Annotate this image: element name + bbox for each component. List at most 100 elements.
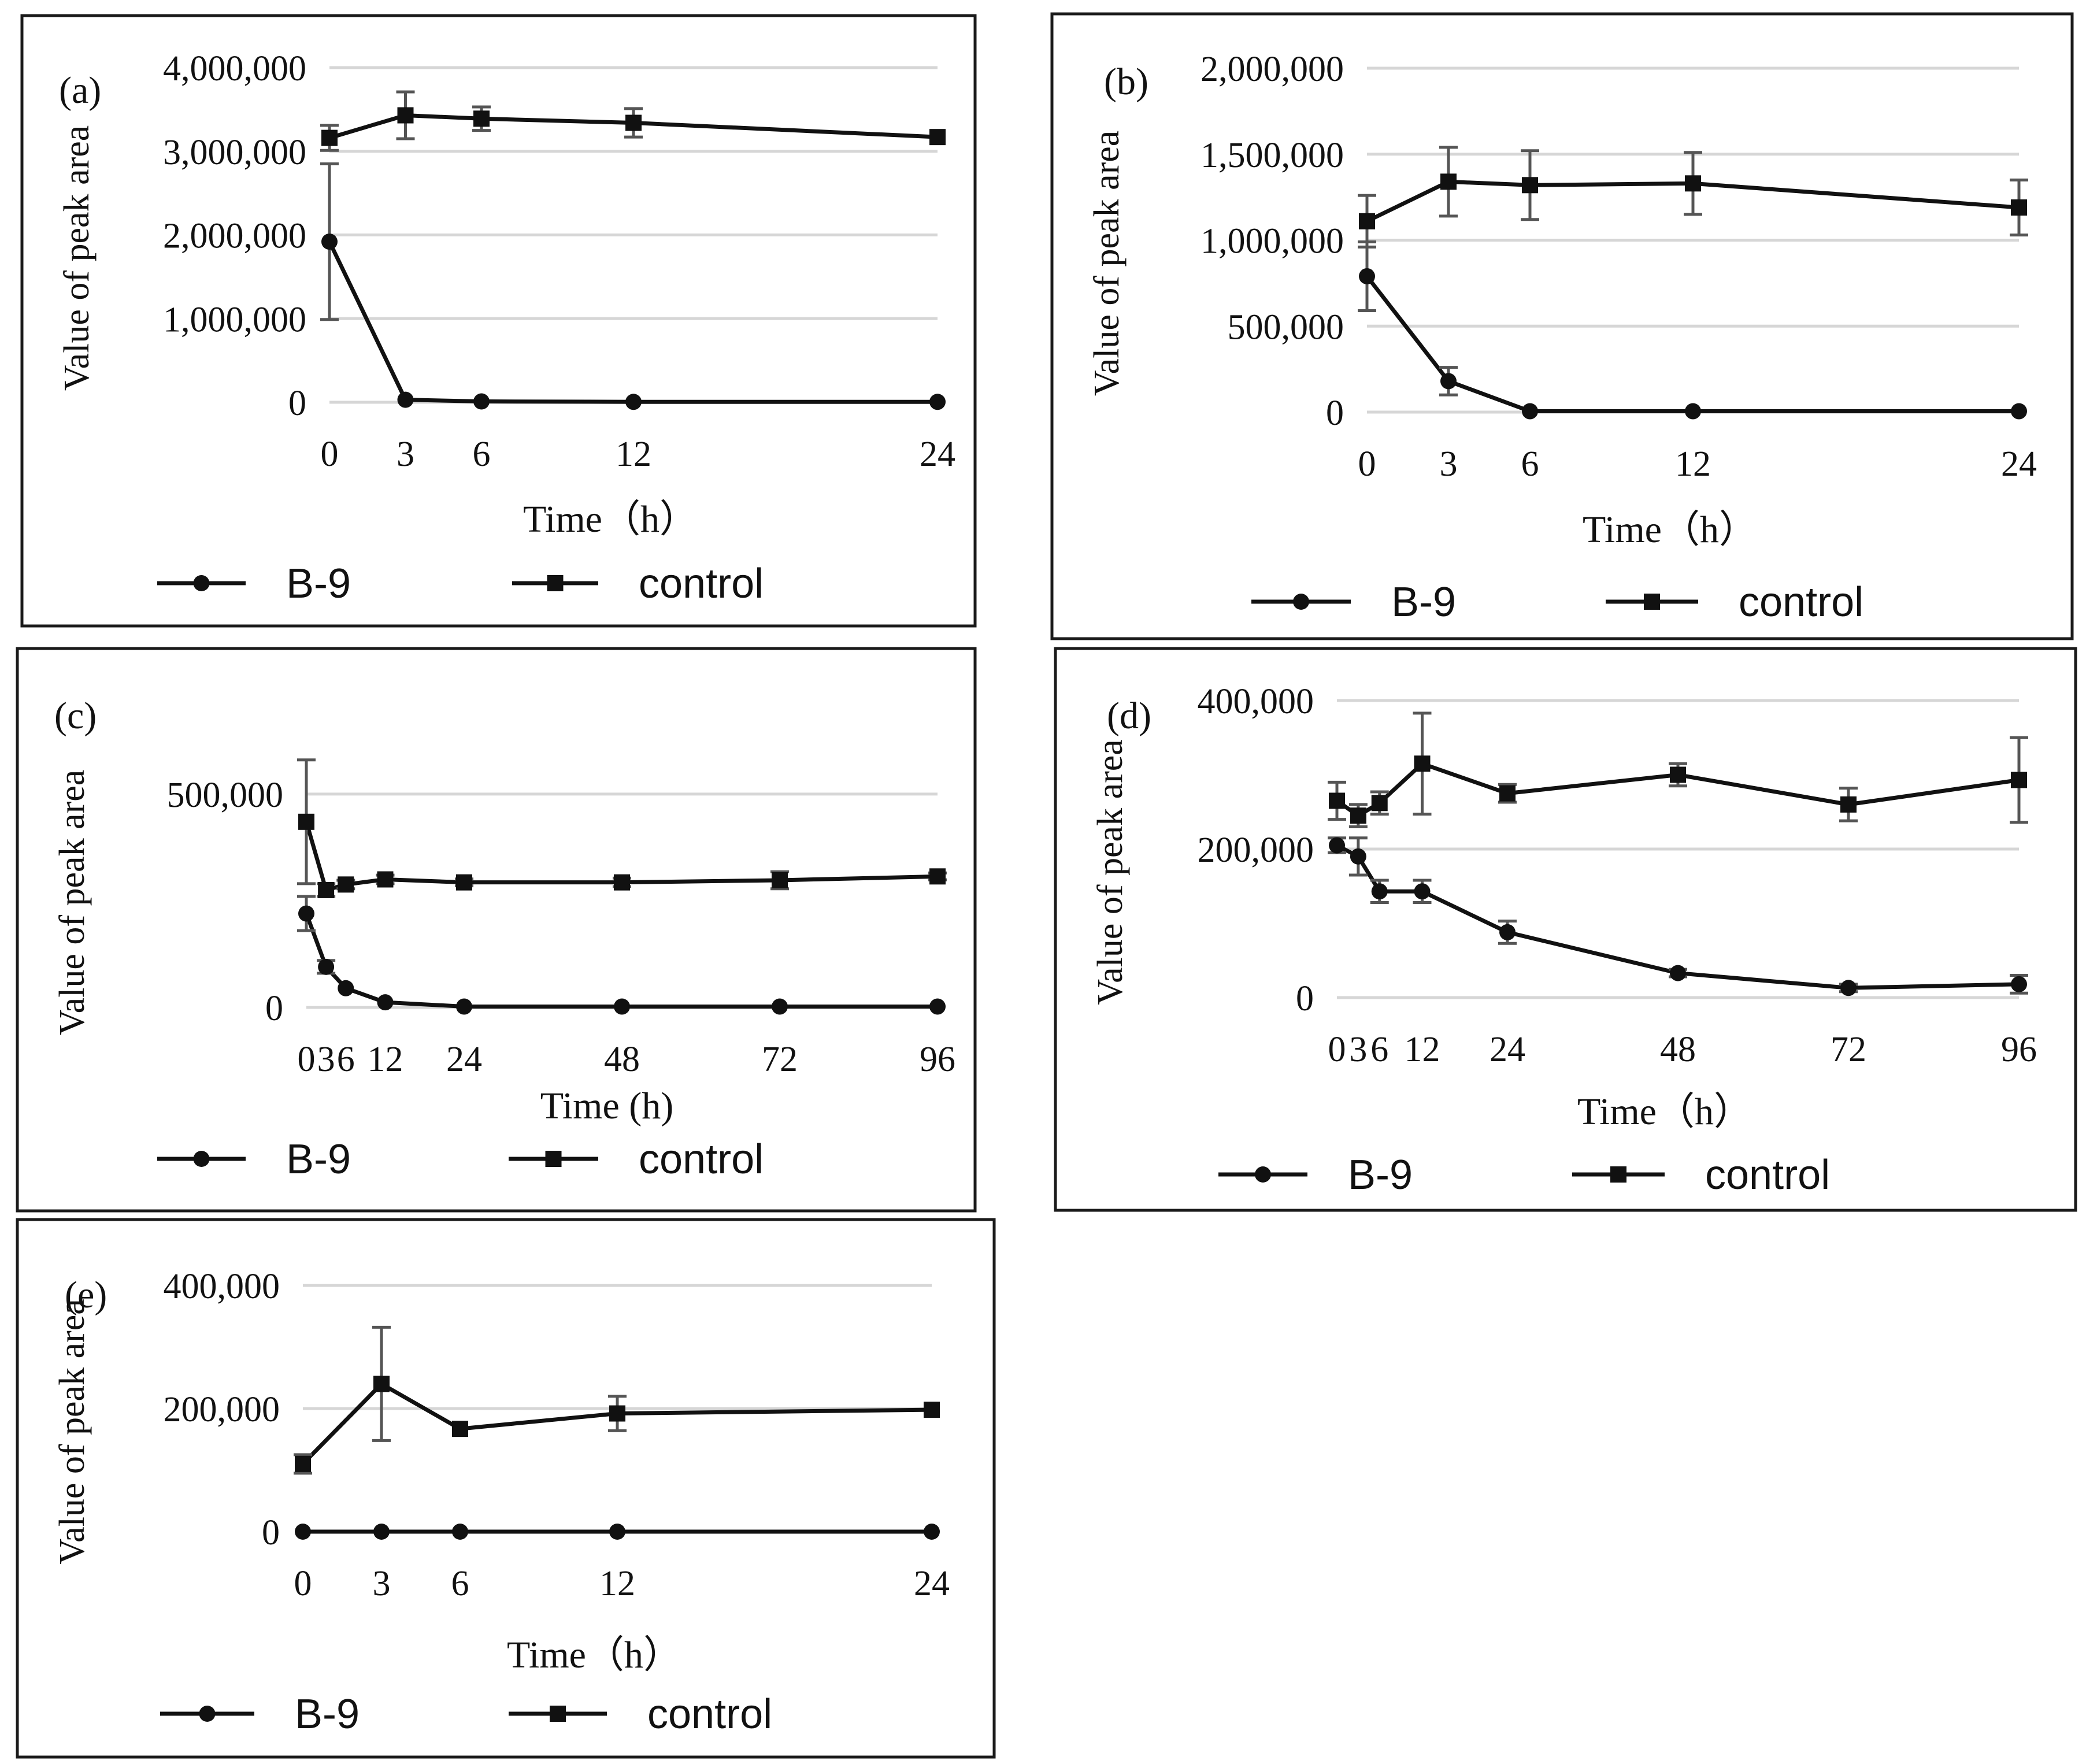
- y-axis-label: Value of peak area: [1087, 131, 1127, 396]
- x-tick-label: 24: [1490, 1030, 1525, 1069]
- y-tick-label: 2,000,000: [163, 217, 306, 256]
- legend-label: control: [1739, 579, 1863, 625]
- x-tick-label: 12: [1675, 444, 1711, 484]
- data-point-square: [614, 874, 630, 891]
- data-point-square: [473, 110, 490, 127]
- series-control: [294, 1325, 940, 1475]
- data-point-circle: [452, 1524, 468, 1540]
- chart-panel-b: 0 500,000 1,000,000 1,500,000 2,000,000 0 3 6 12…: [1050, 12, 2074, 640]
- data-point-square: [2011, 199, 2027, 216]
- y-tick-label: 0: [288, 384, 306, 423]
- y-tick-label: 400,000: [1198, 682, 1314, 721]
- x-tick-label: 3: [1349, 1030, 1367, 1069]
- data-point-square: [609, 1405, 625, 1422]
- legend-label: control: [639, 1136, 764, 1183]
- x-tick-label: 0: [1358, 444, 1376, 484]
- legend-marker-circle: [199, 1706, 216, 1722]
- legend-marker-circle: [1293, 594, 1309, 610]
- series-control: [1328, 711, 2028, 828]
- data-point-circle: [295, 1524, 311, 1540]
- data-point-square: [1414, 755, 1431, 772]
- data-point-circle: [1414, 883, 1431, 900]
- legend-item: control: [512, 561, 764, 607]
- y-tick-label: 2,000,000: [1201, 50, 1344, 89]
- legend-label: B-9: [1391, 579, 1456, 625]
- x-tick-label: 3: [397, 435, 414, 474]
- data-point-circle: [1359, 268, 1375, 284]
- chart-panel-c: 0 500,000 0 3 6 12 24 48 72 96 Value of peak area T…: [16, 647, 977, 1213]
- data-point-circle: [456, 998, 472, 1015]
- data-point-square: [924, 1402, 940, 1418]
- y-tick-label: 200,000: [164, 1390, 280, 1429]
- y-axis-label: Value of peak area: [53, 770, 92, 1036]
- x-tick-label: 48: [1660, 1030, 1696, 1069]
- legend-label: control: [647, 1691, 772, 1737]
- data-point-square: [1840, 796, 1857, 813]
- panel-label: (e): [65, 1274, 107, 1316]
- legend-marker-square: [1610, 1166, 1626, 1183]
- x-tick-label: 0: [321, 435, 339, 474]
- legend-marker-square: [545, 1151, 562, 1167]
- series-b-9: [320, 162, 946, 410]
- series-control: [297, 758, 947, 898]
- panel-frame: [16, 647, 977, 1213]
- legend-item: B-9: [157, 561, 351, 607]
- legend-marker-circle: [1255, 1166, 1271, 1183]
- legend-item: control: [509, 1136, 764, 1183]
- data-point-circle: [1499, 924, 1516, 940]
- legend-item: control: [509, 1691, 772, 1737]
- data-point-square: [397, 107, 414, 124]
- data-point-square: [456, 874, 472, 891]
- data-point-square: [452, 1421, 468, 1437]
- data-point-square: [1359, 213, 1375, 229]
- data-point-circle: [614, 998, 630, 1015]
- x-tick-label: 24: [2001, 444, 2037, 484]
- data-point-square: [929, 129, 946, 146]
- y-tick-label: 500,000: [1228, 307, 1344, 347]
- data-point-square: [1371, 795, 1388, 811]
- legend-label: control: [639, 561, 764, 607]
- data-point-square: [295, 1455, 311, 1472]
- x-axis-label: Time（h）: [1577, 1091, 1752, 1133]
- legend-marker-circle: [193, 575, 210, 591]
- legend-marker-circle: [193, 1151, 210, 1167]
- panel-frame: [20, 14, 977, 628]
- series-b-9: [295, 1524, 940, 1540]
- series-line: [304, 913, 938, 1009]
- chart-panel-d: 0 200,000 400,000 0 3 6 12 24 48 72 96 Value of pea…: [1054, 647, 2077, 1212]
- y-tick-label: 400,000: [164, 1267, 280, 1306]
- x-tick-label: 3: [1440, 444, 1458, 484]
- x-tick-label: 96: [2001, 1030, 2037, 1069]
- legend-label: B-9: [286, 561, 351, 607]
- series-control: [1358, 146, 2028, 249]
- data-point-circle: [2011, 976, 2027, 992]
- legend-label: B-9: [295, 1691, 360, 1737]
- y-tick-label: 200,000: [1198, 831, 1314, 870]
- data-point-circle: [1670, 965, 1686, 981]
- data-point-circle: [2011, 403, 2027, 420]
- legend: B-9 control: [160, 1691, 772, 1737]
- legend-label: B-9: [286, 1136, 351, 1183]
- y-tick-label: 4,000,000: [163, 49, 306, 88]
- legend-label: control: [1705, 1152, 1830, 1198]
- legend: B-9 control: [157, 561, 764, 607]
- legend-item: B-9: [1218, 1152, 1413, 1198]
- x-tick-label: 24: [446, 1040, 482, 1079]
- legend-item: B-9: [160, 1691, 360, 1737]
- data-point-square: [1329, 792, 1345, 809]
- data-point-circle: [373, 1524, 390, 1540]
- legend: B-9 control: [1218, 1152, 1830, 1198]
- series-control: [320, 90, 946, 152]
- data-point-circle: [1840, 980, 1857, 996]
- data-point-circle: [338, 980, 354, 996]
- x-axis-label: Time (h): [540, 1085, 673, 1127]
- x-tick-label: 0: [298, 1040, 316, 1079]
- data-point-square: [338, 876, 354, 893]
- data-point-circle: [318, 958, 335, 975]
- x-tick-label: 24: [914, 1564, 950, 1603]
- data-point-circle: [1371, 883, 1388, 900]
- data-point-circle: [772, 998, 788, 1015]
- panel-label: (d): [1107, 695, 1151, 737]
- x-tick-label: 72: [762, 1040, 798, 1079]
- legend: B-9 control: [1251, 579, 1863, 625]
